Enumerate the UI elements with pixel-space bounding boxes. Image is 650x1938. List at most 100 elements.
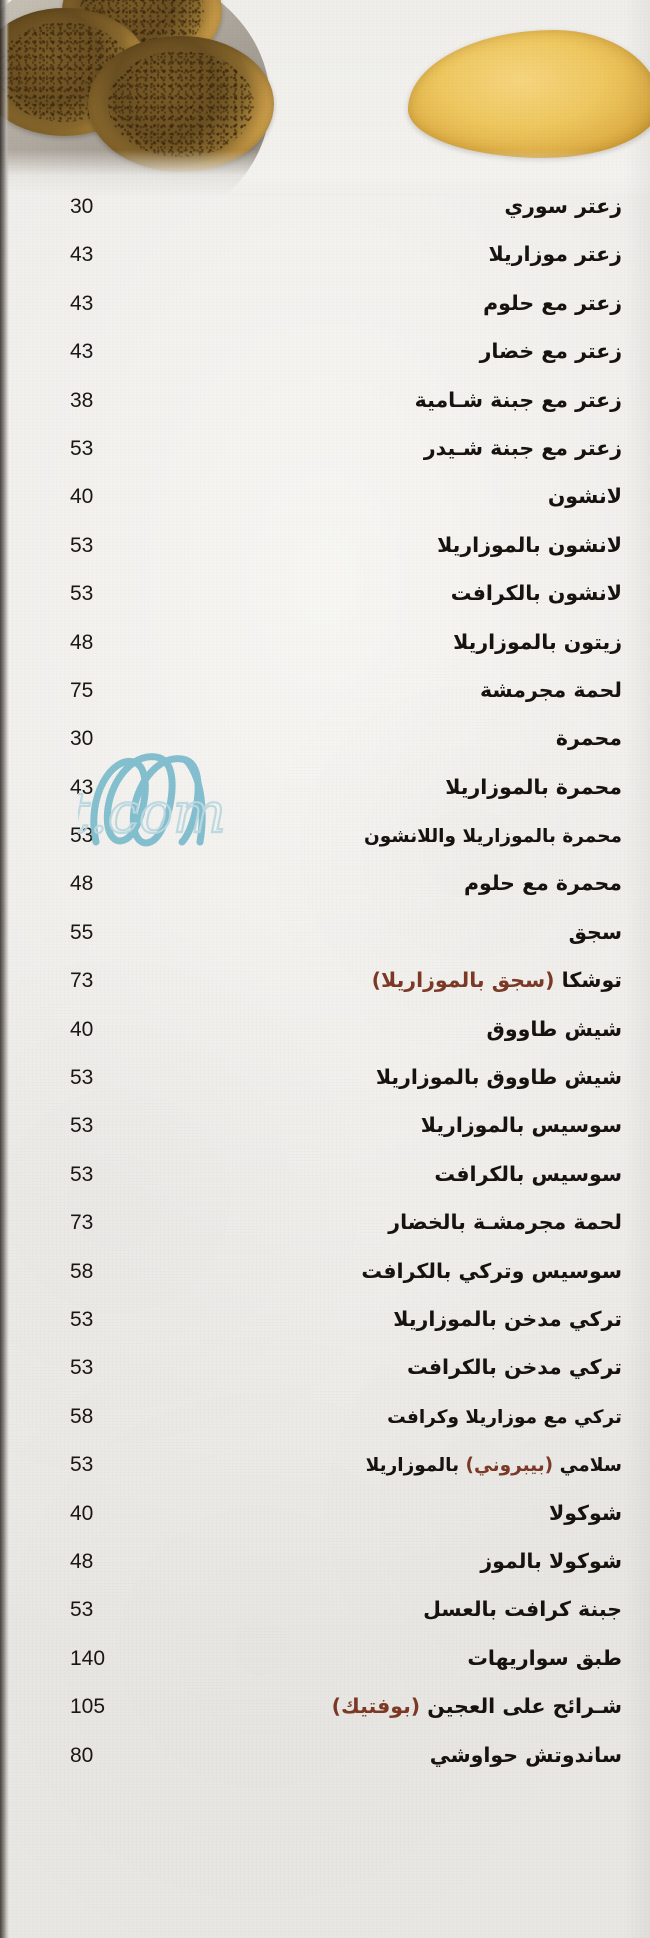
menu-item-name: لانشون [547, 484, 622, 509]
menu-item-row[interactable]: شيش طاووق بالموزاريلا 53 [0, 1067, 650, 1115]
menu-item-price: 105 [70, 1695, 106, 1719]
menu-item-row[interactable]: لحمة مجرمشة 75 [0, 680, 650, 728]
menu-item-row[interactable]: سجق 55 [0, 922, 650, 970]
menu-item-row[interactable]: محمرة بالموزاريلا واللانشون 53 [0, 825, 650, 873]
menu-item-price: 43 [70, 291, 94, 315]
menu-item-row[interactable]: زيتون بالموزاريلا 48 [0, 632, 650, 680]
menu-item-price: 48 [70, 1549, 94, 1573]
menu-item-list: زعتر سوري 30 زعتر موزاريلا 43 زعتر مع حلوم 43… [0, 196, 650, 1793]
menu-item-row[interactable]: شيش طاووق 40 [0, 1019, 650, 1067]
menu-item-name: تركي مدخن بالموزاريلا [393, 1306, 622, 1331]
menu-item-row[interactable]: طبق سواريهات 140 [0, 1648, 650, 1696]
menu-item-row[interactable]: تركي مدخن بالكرافت 53 [0, 1357, 650, 1405]
menu-item-name: زيتون بالموزاريلا [453, 629, 622, 654]
menu-item-price: 48 [70, 630, 94, 654]
menu-item-row[interactable]: زعتر موزاريلا 43 [0, 244, 650, 292]
menu-item-name: جبنة كرافت بالعسل [423, 1597, 622, 1622]
menu-item-price: 53 [70, 1598, 94, 1622]
menu-item-name: شـرائح على العجين (بوفتيك) [331, 1694, 622, 1719]
menu-item-price: 55 [70, 920, 94, 944]
menu-item-row[interactable]: سلامي (بيبروني) بالموزاريلا 53 [0, 1454, 650, 1502]
menu-item-row[interactable]: لانشون بالموزاريلا 53 [0, 535, 650, 583]
menu-item-row[interactable]: شوكولا 40 [0, 1503, 650, 1551]
menu-item-price: 53 [70, 1066, 94, 1090]
menu-item-name: ساندوتش حواوشي [429, 1742, 622, 1767]
menu-item-name: محمرة بالموزاريلا واللانشون [364, 826, 622, 848]
menu-item-price: 58 [70, 1259, 94, 1283]
menu-item-price: 140 [70, 1646, 106, 1670]
menu-item-price: 43 [70, 775, 94, 799]
menu-item-name: زعتر مع جبنة شـيدر [423, 435, 622, 460]
menu-item-price: 73 [70, 1211, 94, 1235]
menu-item-price: 53 [70, 824, 94, 848]
menu-item-name: زعتر مع خضار [479, 339, 622, 364]
menu-item-price: 30 [70, 195, 94, 218]
menu-item-price: 30 [70, 727, 94, 751]
menu-item-price: 43 [70, 340, 94, 364]
menu-item-row[interactable]: ساندوتش حواوشي 80 [0, 1742, 650, 1793]
menu-item-row[interactable]: لحمة مجرمشـة بالخضار 73 [0, 1212, 650, 1260]
menu-item-name: سلامي (بيبروني) بالموزاريلا [365, 1455, 622, 1477]
menu-item-row[interactable]: زعتر مع جبنة شـامية 38 [0, 390, 650, 438]
menu-item-price: 53 [70, 1356, 94, 1380]
menu-item-price: 80 [70, 1743, 94, 1767]
menu-item-price: 53 [70, 436, 94, 460]
menu-item-row[interactable]: زعتر مع جبنة شـيدر 53 [0, 438, 650, 486]
menu-item-row[interactable]: سوسيس بالكرافت 53 [0, 1164, 650, 1212]
menu-item-name: لانشون بالموزاريلا [437, 532, 622, 557]
menu-item-price: 58 [70, 1404, 94, 1428]
menu-item-name: شوكولا بالموز [480, 1548, 622, 1573]
menu-item-row[interactable]: سوسيس وتركي بالكرافت 58 [0, 1261, 650, 1309]
menu-item-row[interactable]: جبنة كرافت بالعسل 53 [0, 1599, 650, 1647]
menu-item-name: لانشون بالكرافت [450, 581, 622, 606]
menu-item-row[interactable]: زعتر مع حلوم 43 [0, 293, 650, 341]
menu-item-row[interactable]: محمرة مع حلوم 48 [0, 873, 650, 921]
menu-item-row[interactable]: محمرة بالموزاريلا 43 [0, 777, 650, 825]
menu-item-name: زعتر سوري [504, 194, 622, 218]
menu-item-name: لحمة مجرمشة [480, 677, 622, 702]
menu-item-name: تركي مع موزاريلا وكرافت [387, 1406, 622, 1428]
manakish-flatbread [88, 36, 274, 172]
menu-item-price: 53 [70, 533, 94, 557]
menu-item-name: شيش طاووق [486, 1016, 622, 1041]
menu-item-name-accent: (بيبروني) [465, 1455, 554, 1477]
menu-item-price: 53 [70, 582, 94, 606]
menu-item-row[interactable]: محمرة 30 [0, 728, 650, 776]
menu-item-name: زعتر مع جبنة شـامية [414, 387, 622, 412]
menu-item-price: 75 [70, 678, 94, 702]
photo-fade-overlay [0, 150, 650, 196]
menu-item-price: 40 [70, 485, 94, 509]
menu-item-price: 40 [70, 1017, 94, 1041]
menu-item-row[interactable]: تركي مدخن بالموزاريلا 53 [0, 1309, 650, 1357]
menu-item-name: شوكولا [548, 1500, 622, 1525]
menu-item-name: زعتر مع حلوم [483, 290, 622, 315]
menu-item-name: محمرة بالموزاريلا [445, 774, 622, 799]
menu-item-name: توشكا (سجق بالموزاريلا) [371, 968, 622, 993]
menu-item-row[interactable]: لانشون بالكرافت 53 [0, 583, 650, 631]
menu-item-price: 53 [70, 1307, 94, 1331]
menu-item-price: 38 [70, 388, 94, 412]
menu-item-name: سجق [568, 919, 622, 944]
menu-item-row[interactable]: لانشون 40 [0, 486, 650, 534]
menu-item-name: شيش طاووق بالموزاريلا [375, 1065, 622, 1090]
menu-item-name: طبق سواريهات [467, 1645, 622, 1670]
menu-item-row[interactable]: توشكا (سجق بالموزاريلا) 73 [0, 970, 650, 1018]
menu-item-name: سوسيس بالكرافت [434, 1161, 622, 1186]
menu-item-row[interactable]: سوسيس بالموزاريلا 53 [0, 1115, 650, 1163]
menu-item-row[interactable]: شـرائح على العجين (بوفتيك) 105 [0, 1696, 650, 1744]
menu-item-row[interactable]: زعتر مع خضار 43 [0, 341, 650, 389]
menu-item-price: 43 [70, 243, 94, 267]
menu-item-row[interactable]: زعتر سوري 30 [0, 196, 650, 244]
menu-item-name: سوسيس بالموزاريلا [420, 1113, 622, 1138]
menu-item-price: 40 [70, 1501, 94, 1525]
menu-item-name: لحمة مجرمشـة بالخضار [388, 1210, 622, 1235]
menu-item-name: سوسيس وتركي بالكرافت [361, 1258, 622, 1283]
menu-item-name: محمرة [555, 726, 622, 751]
menu-item-name: محمرة مع حلوم [463, 871, 622, 896]
menu-item-price: 53 [70, 1453, 94, 1477]
menu-item-row[interactable]: تركي مع موزاريلا وكرافت 58 [0, 1406, 650, 1454]
menu-item-name-accent: (سجق بالموزاريلا) [371, 968, 555, 993]
menu-item-name: زعتر موزاريلا [488, 242, 622, 267]
menu-item-row[interactable]: شوكولا بالموز 48 [0, 1551, 650, 1599]
